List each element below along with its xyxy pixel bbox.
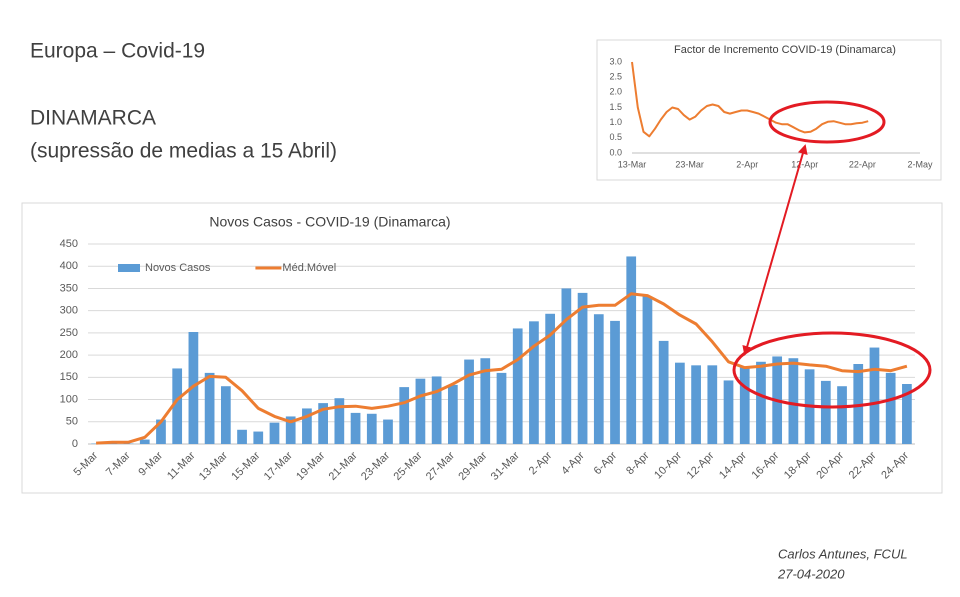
bar [237,429,247,444]
chart-title: Factor de Incremento COVID-19 (Dinamarca… [674,44,896,56]
x-tick-label: 13-Mar [618,159,647,169]
country: DINAMARCA [30,107,156,130]
bar [739,367,750,444]
bar [869,347,880,444]
x-tick-label: 12-Apr [791,159,818,169]
y-tick-label: 300 [60,305,78,317]
legend-swatch [118,264,140,272]
bar [318,403,328,444]
y-tick-label: 1.0 [609,117,622,127]
bar [512,328,523,444]
y-tick-label: 150 [60,371,78,383]
bar [366,413,377,444]
bar [756,361,766,444]
bar [707,365,718,444]
y-tick-label: 350 [60,282,78,294]
bar [172,368,183,444]
y-tick-label: 200 [60,349,78,361]
bar [820,380,831,444]
main-chart-frame [21,202,943,494]
y-tick-label: 250 [60,327,78,339]
author: Carlos Antunes, FCUL [778,546,908,561]
chart-title: Novos Casos - COVID-19 (Dinamarca) [209,214,450,230]
subtitle: (supressão de medias a 15 Abril) [30,140,337,163]
bar [642,296,653,444]
bar [561,288,572,444]
bar [350,412,361,444]
bar [902,384,912,444]
date: 27-04-2020 [777,566,845,581]
y-tick-label: 450 [60,238,78,250]
y-tick-label: 0.5 [609,132,622,142]
bar [675,362,685,444]
y-tick-label: 0 [72,438,78,450]
x-tick-label: 23-Mar [675,159,704,169]
legend-label: Méd.Móvel [282,262,336,274]
bar [610,320,620,444]
bar [545,313,556,444]
bar [415,378,426,444]
bar [253,431,264,444]
y-tick-label: 0.0 [609,147,622,157]
bar [691,365,701,444]
heading: Europa – Covid-19 [30,40,205,63]
bar [269,422,280,444]
x-tick-label: 2-May [907,159,933,169]
bar [529,321,539,444]
bar [302,408,312,444]
bar [285,416,296,444]
bar [593,314,604,444]
inset-chart-frame [596,39,942,181]
highlight-ellipse [732,331,932,409]
y-tick-label: 2.0 [609,87,622,97]
line [631,61,869,138]
line [96,292,908,445]
bar [399,387,410,444]
bar [139,439,150,444]
legend-label: Novos Casos [145,262,211,274]
bar [204,372,215,444]
bar [885,372,896,444]
bar [431,376,442,444]
bar [220,386,231,444]
y-tick-label: 3.0 [609,56,622,66]
bar [837,386,847,444]
y-tick-label: 50 [66,416,78,428]
y-tick-label: 400 [60,260,78,272]
bar [447,384,458,444]
bar [723,380,734,444]
bar [383,419,393,444]
bar [577,292,588,444]
connector-arrow [742,144,808,356]
bar [334,398,345,444]
bar [853,364,864,444]
y-tick-label: 1.5 [609,102,622,112]
bar [480,358,491,444]
bar [788,358,799,444]
bar [626,256,637,444]
bar [156,419,166,444]
y-tick-label: 2.5 [609,72,622,82]
bar [658,340,669,444]
highlight-ellipse [768,100,886,144]
y-tick-label: 100 [60,393,78,405]
bar [496,372,507,444]
bar [464,359,474,444]
x-tick-label: 22-Apr [849,159,876,169]
x-tick-label: 2-Apr [736,159,758,169]
